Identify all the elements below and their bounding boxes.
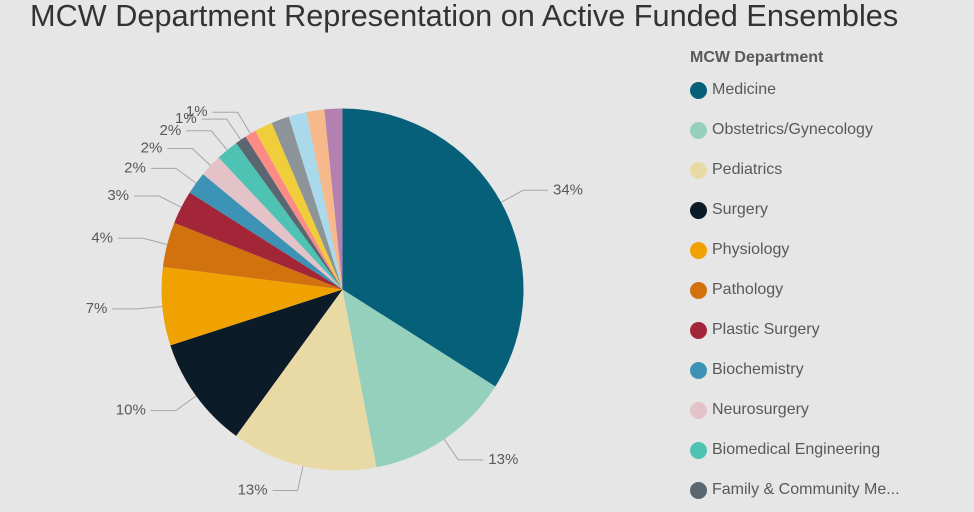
svg-text:3%: 3% — [107, 187, 129, 204]
svg-text:34%: 34% — [553, 181, 583, 198]
svg-text:13%: 13% — [238, 482, 268, 499]
svg-text:1%: 1% — [186, 103, 208, 120]
svg-text:13%: 13% — [488, 451, 518, 468]
svg-text:7%: 7% — [86, 300, 108, 317]
svg-text:2%: 2% — [124, 159, 146, 176]
svg-text:2%: 2% — [141, 140, 163, 157]
svg-text:10%: 10% — [116, 402, 146, 419]
svg-text:4%: 4% — [91, 229, 113, 246]
